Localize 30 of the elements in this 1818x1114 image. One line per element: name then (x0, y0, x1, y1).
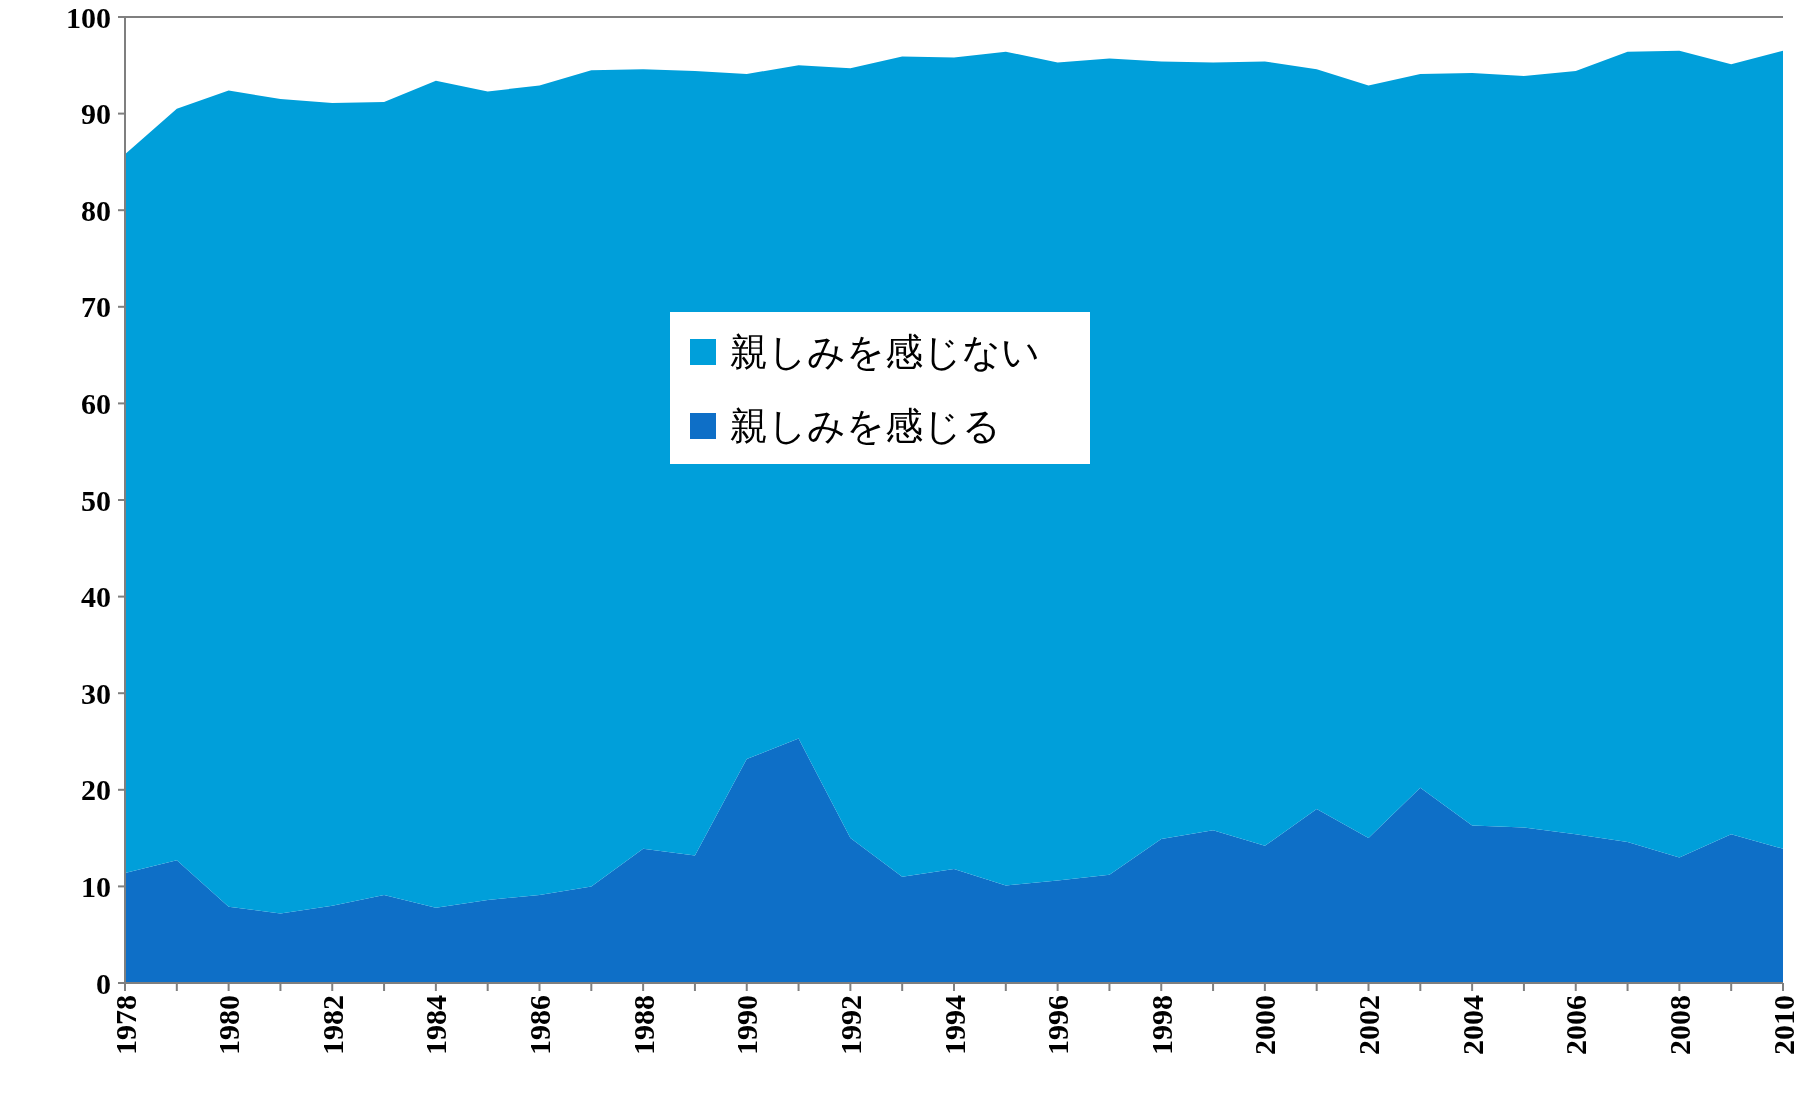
x-tick-label: 1988 (626, 995, 660, 1055)
y-tick-label: 80 (81, 193, 111, 227)
x-tick-label: 1992 (833, 995, 867, 1055)
x-tick-label: 2002 (1352, 995, 1385, 1055)
y-tick-label: 70 (81, 290, 111, 324)
y-tick-label: 90 (81, 97, 111, 131)
x-tick-label: 1984 (419, 995, 453, 1055)
y-tick-label: 100 (66, 0, 111, 34)
y-tick-label: 50 (81, 483, 111, 517)
x-tick-label: 1990 (730, 995, 764, 1055)
x-tick-label: 1978 (108, 995, 142, 1055)
x-tick-label: 1998 (1144, 995, 1178, 1055)
y-tick-label: 40 (81, 580, 111, 614)
x-tick-label: 2004 (1455, 995, 1489, 1055)
y-tick-label: 10 (81, 869, 111, 903)
y-tick-label: 30 (81, 676, 111, 710)
x-tick-label: 1996 (1041, 995, 1075, 1055)
x-tick-label: 2006 (1559, 995, 1593, 1055)
y-tick-label: 0 (96, 966, 111, 1000)
x-tick-label: 2000 (1248, 995, 1282, 1055)
x-tick-label: 2008 (1662, 995, 1696, 1055)
x-tick-label: 1994 (937, 995, 971, 1055)
legend-label: 親しみを感じる (730, 404, 1001, 449)
y-tick-label: 60 (81, 386, 111, 420)
x-tick-label: 2010 (1766, 995, 1800, 1055)
x-tick-label: 1982 (315, 995, 349, 1055)
legend-label: 親しみを感じない (730, 330, 1040, 375)
x-tick-label: 1980 (212, 995, 246, 1055)
y-tick-label: 20 (81, 773, 111, 807)
x-tick-label: 1986 (523, 995, 556, 1055)
